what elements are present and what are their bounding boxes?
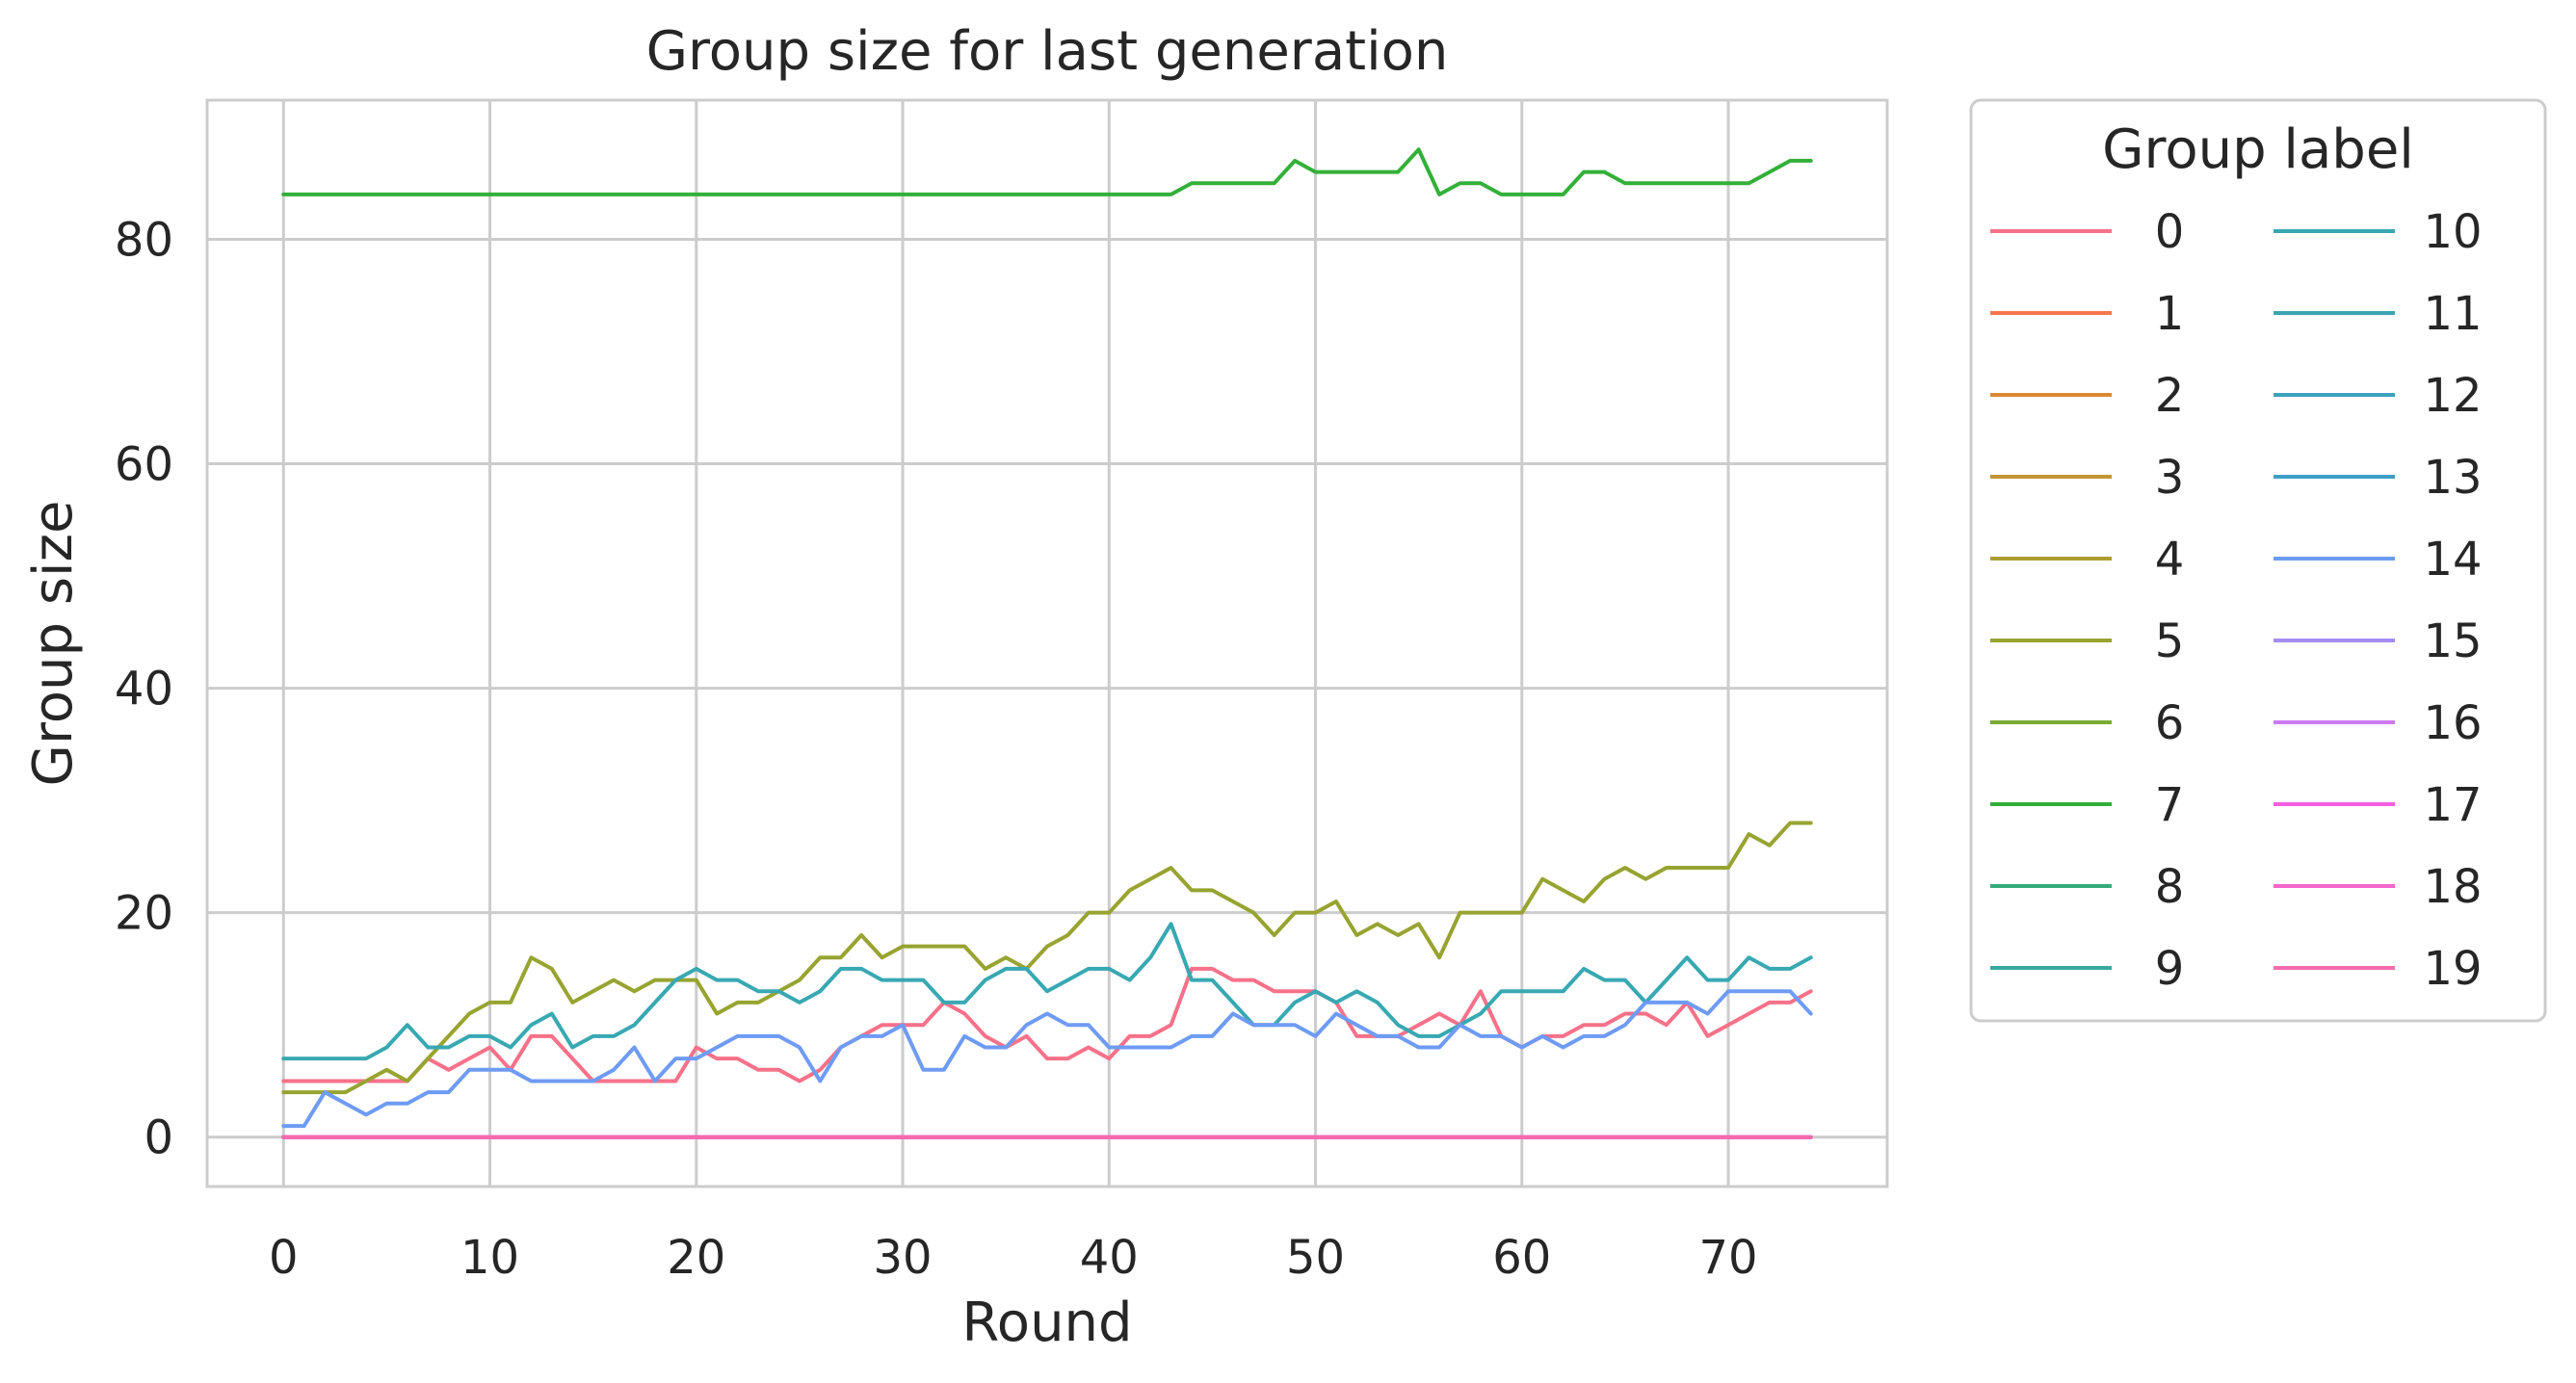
series-line-7	[281, 147, 1813, 196]
series-line-5	[281, 821, 1813, 1095]
chart-title: Group size for last generation	[646, 20, 1449, 83]
legend-entry: 18	[2423, 860, 2482, 914]
series-line-10	[281, 922, 1813, 1061]
x-axis-label: Round	[961, 1292, 1132, 1354]
y-tick-label: 60	[115, 438, 173, 492]
y-axis-label: Group size	[22, 501, 85, 787]
legend-entry: 8	[2155, 860, 2185, 914]
legend-entry: 16	[2423, 696, 2482, 750]
y-tick-label: 80	[115, 213, 173, 267]
legend-entry: 17	[2423, 778, 2482, 832]
x-tick-label: 40	[1080, 1231, 1139, 1285]
plot-lines	[281, 147, 1813, 1139]
legend-entry: 4	[2155, 533, 2185, 587]
legend-entry: 6	[2155, 696, 2185, 750]
y-tick-labels: 0 20 40 60 80	[115, 213, 173, 1164]
legend-entry: 11	[2423, 287, 2482, 341]
legend-box	[1969, 98, 2547, 1023]
legend-entry: 5	[2155, 614, 2185, 668]
series-line-14	[281, 989, 1813, 1129]
legend-entry: 10	[2423, 205, 2482, 259]
legend-entry: 19	[2423, 942, 2482, 996]
y-tick-label: 20	[115, 887, 173, 941]
legend-entry: 7	[2155, 778, 2185, 832]
x-tick-label: 0	[269, 1231, 299, 1285]
legend-entry: 15	[2423, 614, 2482, 668]
legend-entry: 1	[2155, 287, 2185, 341]
x-tick-label: 60	[1492, 1231, 1551, 1285]
x-tick-labels: 0 10 20 30 40 50 60 70	[269, 1231, 1758, 1285]
legend: Group label 0123456789101112131415161718…	[1969, 98, 2547, 1023]
legend-entry: 2	[2155, 369, 2185, 423]
plot-frame	[205, 98, 1889, 1188]
x-tick-label: 70	[1698, 1231, 1757, 1285]
legend-entry: 13	[2423, 451, 2482, 505]
x-tick-label: 30	[873, 1231, 932, 1285]
x-tick-label: 20	[667, 1231, 725, 1285]
legend-entry: 9	[2155, 942, 2185, 996]
legend-entry: 3	[2155, 451, 2185, 505]
x-tick-label: 10	[460, 1231, 519, 1285]
y-tick-label: 0	[144, 1111, 173, 1165]
legend-entry: 0	[2155, 205, 2185, 259]
x-tick-label: 50	[1286, 1231, 1345, 1285]
series-line-0	[281, 966, 1813, 1083]
y-tick-label: 40	[115, 663, 173, 717]
legend-entry: 12	[2423, 369, 2482, 423]
legend-title: Group label	[2102, 118, 2414, 181]
legend-entry: 14	[2423, 533, 2482, 587]
